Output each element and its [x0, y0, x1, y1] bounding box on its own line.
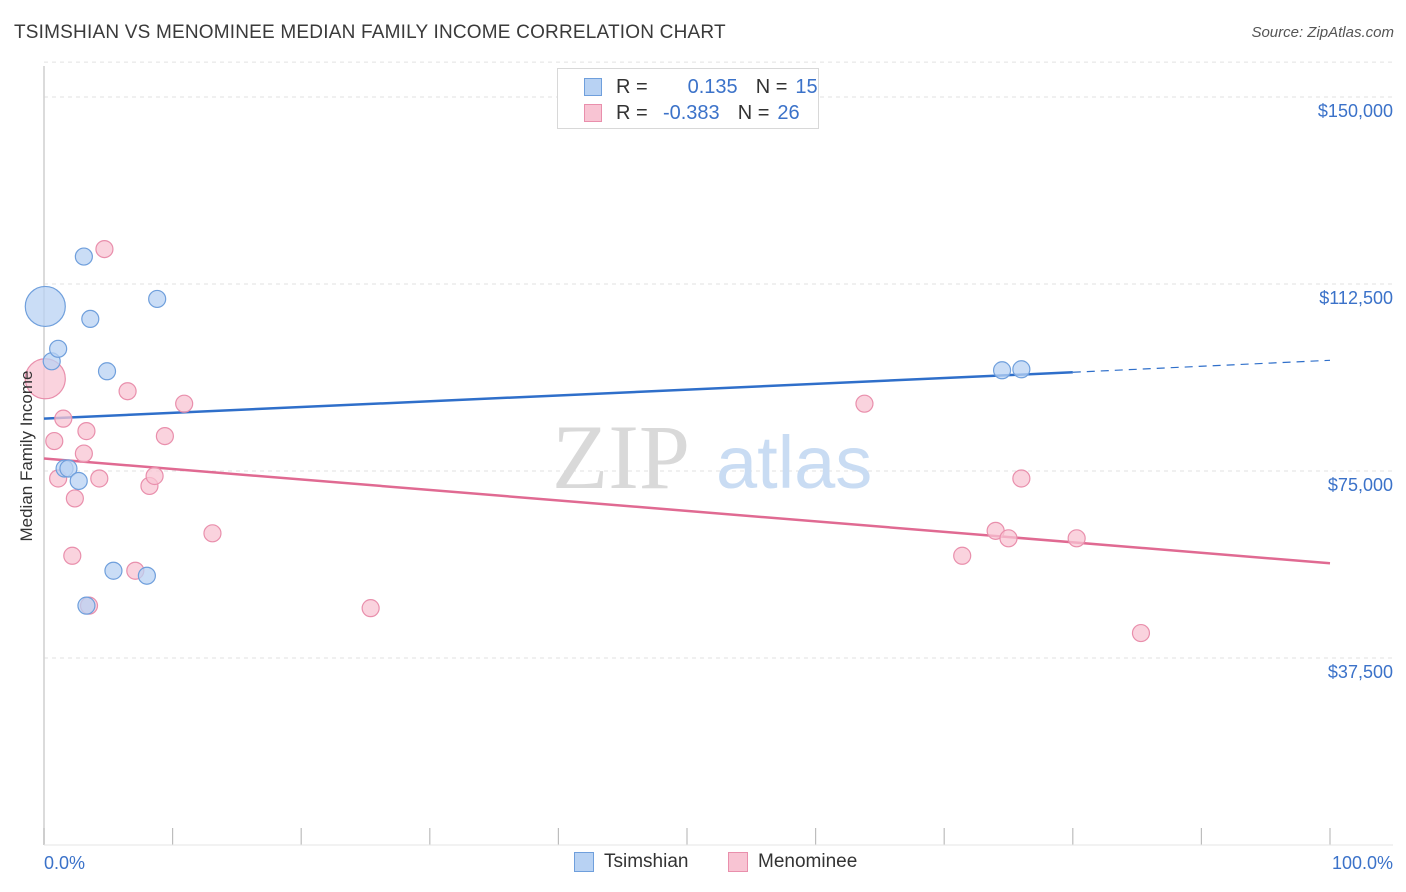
tsimshian-point	[69, 471, 88, 491]
menominee-point	[74, 444, 93, 463]
trend-line-menominee	[43, 457, 1331, 565]
menominee-point	[63, 546, 82, 565]
menominee-point	[145, 466, 164, 486]
tsimshian-swatch	[574, 852, 594, 872]
legend-item-menominee[interactable]: Menominee	[728, 851, 857, 873]
axes	[43, 66, 1393, 846]
x-tick-label: 100.0%	[1332, 853, 1393, 873]
y-tick-label: $150,000	[1318, 101, 1393, 121]
stats-row-menominee: R = -0.383 N = 26	[584, 100, 800, 126]
legend-label-menominee: Menominee	[758, 851, 858, 872]
legend-item-tsimshian[interactable]: Tsimshian	[574, 851, 688, 873]
watermark-atlas: atlas	[716, 421, 872, 504]
menominee-point	[1012, 469, 1031, 488]
menominee-point	[1067, 529, 1086, 548]
n-label: N =	[737, 101, 770, 124]
tsimshian-point	[104, 561, 123, 580]
menominee-swatch	[584, 104, 602, 122]
menominee-point	[155, 426, 174, 446]
data-points	[24, 239, 1151, 643]
tick-labels: $37,500 $75,000 $112,500 $150,000 0.0% 100.0%	[44, 101, 1393, 873]
n-label: N =	[755, 75, 788, 98]
tsimshian-point	[74, 247, 93, 266]
menominee-point	[855, 394, 874, 413]
n-value: 26	[777, 101, 800, 124]
trend-lines	[43, 359, 1331, 565]
menominee-point	[90, 469, 109, 488]
watermark-zip: ZIP	[552, 406, 690, 508]
tsimshian-point	[1012, 360, 1031, 379]
stats-row-tsimshian: R = 0.135 N = 15	[584, 74, 818, 100]
menominee-point	[203, 524, 222, 543]
menominee-point	[95, 239, 114, 259]
tsimshian-point	[24, 285, 66, 328]
menominee-point	[45, 431, 64, 451]
tsimshian-point	[992, 361, 1012, 380]
tsimshian-point	[148, 289, 167, 309]
r-label: R =	[616, 101, 648, 124]
legend-label-tsimshian: Tsimshian	[604, 851, 689, 872]
y-tick-label: $37,500	[1328, 662, 1393, 682]
r-label: R =	[616, 75, 648, 98]
n-value: 15	[795, 75, 818, 98]
menominee-point	[54, 409, 73, 428]
tsimshian-point	[81, 309, 100, 329]
menominee-point	[118, 382, 137, 401]
tsimshian-point	[97, 362, 117, 381]
r-value: -0.383	[662, 101, 720, 124]
trend-line-tsimshian-extension	[1072, 359, 1331, 373]
r-value: 0.135	[687, 75, 738, 98]
tsimshian-swatch	[584, 78, 602, 96]
menominee-point	[361, 599, 380, 618]
menominee-point	[175, 394, 194, 413]
menominee-point	[1131, 623, 1151, 643]
series-legend: Tsimshian Menominee	[0, 851, 1406, 877]
y-tick-label: $75,000	[1328, 475, 1393, 495]
grid-lines	[44, 61, 1393, 659]
source-label: Source: ZipAtlas.com	[1251, 24, 1394, 41]
menominee-point	[65, 489, 84, 508]
x-tick-label: 0.0%	[44, 853, 85, 873]
menominee-point	[953, 546, 972, 565]
tsimshian-point	[49, 339, 68, 358]
stats-legend: R = 0.135 N = 15 R = -0.383 N = 26	[557, 68, 819, 129]
tsimshian-point	[59, 459, 78, 478]
y-tick-label: $112,500	[1319, 288, 1393, 308]
tsimshian-point	[137, 566, 156, 585]
tsimshian-point	[77, 596, 96, 615]
trend-line-tsimshian	[43, 371, 1073, 420]
y-axis-label: Median Family Income	[17, 370, 36, 542]
menominee-point	[999, 529, 1018, 548]
chart-title: TSIMSHIAN VS MENOMINEE MEDIAN FAMILY INC…	[14, 22, 726, 43]
menominee-point	[77, 422, 96, 441]
menominee-swatch	[728, 852, 748, 872]
